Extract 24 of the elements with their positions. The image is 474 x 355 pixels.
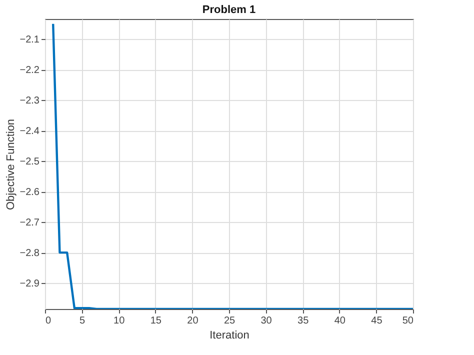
y-tick-label: −2.6: [20, 187, 40, 198]
x-tick-label: 25: [224, 316, 236, 326]
x-axis-title: Iteration: [210, 330, 250, 342]
x-tick-label: 0: [46, 316, 52, 326]
x-tick-label: 10: [114, 316, 126, 326]
y-tick-label: −2.2: [20, 65, 40, 76]
y-tick-label: −2.9: [20, 278, 40, 290]
x-tick-label: 45: [371, 316, 383, 326]
x-tick-label: 20: [187, 316, 199, 326]
x-tick-label: 35: [298, 316, 310, 326]
y-tick-label: −2.3: [20, 96, 40, 107]
x-tick-label: 30: [260, 316, 272, 326]
line-series: [52, 22, 413, 309]
x-tick-label: 50: [402, 316, 414, 326]
chart-title: Problem 1: [202, 4, 256, 16]
y-tick-label: −2.5: [20, 156, 40, 168]
x-tick-label: 40: [334, 316, 346, 326]
y-axis-title: Objective Function: [4, 118, 17, 210]
y-tick-label: −2.8: [20, 248, 40, 260]
y-tick-label: −2.1: [20, 34, 40, 46]
y-tick-label: −2.7: [20, 218, 40, 229]
x-tick-label: 15: [150, 316, 162, 326]
y-tick-label: −2.4: [20, 126, 40, 138]
x-tick-label: 5: [80, 316, 86, 326]
